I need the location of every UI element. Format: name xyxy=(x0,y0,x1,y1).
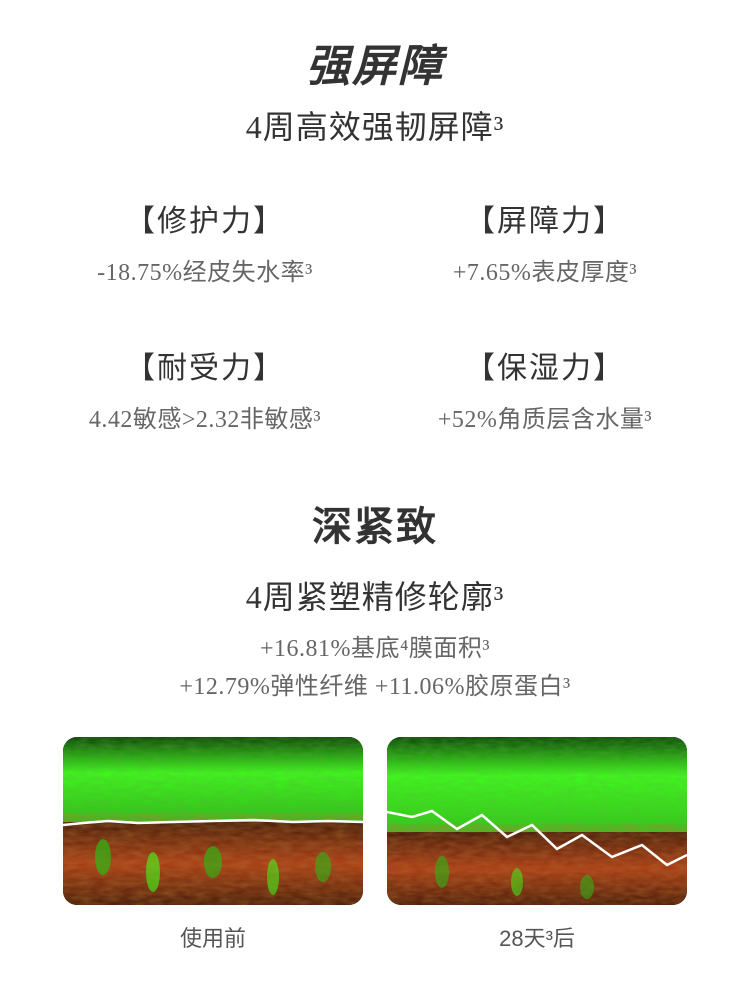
metric-value: 4.42敏感>2.32非敏感³ xyxy=(40,399,370,434)
metric-repair: 【修护力】 -18.75%经皮失水率³ xyxy=(40,196,370,287)
metric-moisture: 【保湿力】 +52%角质层含水量³ xyxy=(380,343,710,434)
metrics-grid: 【修护力】 -18.75%经皮失水率³ 【屏障力】 +7.65%表皮厚度³ 【耐… xyxy=(40,196,710,434)
after-block: 28天³后 xyxy=(387,737,687,953)
metric-title: 【修护力】 xyxy=(40,196,370,240)
barrier-section: 强屏障 4周高效强韧屏障³ 【修护力】 -18.75%经皮失水率³ 【屏障力】 … xyxy=(40,30,710,434)
metric-value: +52%角质层含水量³ xyxy=(380,399,710,434)
metric-title: 【保湿力】 xyxy=(380,343,710,387)
metric-barrier: 【屏障力】 +7.65%表皮厚度³ xyxy=(380,196,710,287)
section2-title: 深紧致 xyxy=(40,494,710,552)
metric-title: 【耐受力】 xyxy=(40,343,370,387)
firming-section: 深紧致 4周紧塑精修轮廓³ +16.81%基底⁴膜面积³ +12.79%弹性纤维… xyxy=(40,494,710,707)
before-image xyxy=(63,737,363,905)
detail-line-2: +12.79%弹性纤维 +11.06%胶原蛋白³ xyxy=(40,668,710,706)
metric-title: 【屏障力】 xyxy=(380,196,710,240)
before-caption: 使用前 xyxy=(63,921,363,953)
section1-title: 强屏障 xyxy=(40,30,710,94)
before-block: 使用前 xyxy=(63,737,363,953)
after-caption: 28天³后 xyxy=(387,921,687,953)
comparison-images: 使用前 xyxy=(40,737,710,953)
metric-tolerance: 【耐受力】 4.42敏感>2.32非敏感³ xyxy=(40,343,370,434)
detail-line-1: +16.81%基底⁴膜面积³ xyxy=(40,630,710,668)
section2-subtitle: 4周紧塑精修轮廓³ xyxy=(40,572,710,618)
metric-value: -18.75%经皮失水率³ xyxy=(40,252,370,287)
metric-value: +7.65%表皮厚度³ xyxy=(380,252,710,287)
section1-subtitle: 4周高效强韧屏障³ xyxy=(40,102,710,148)
after-image xyxy=(387,737,687,905)
